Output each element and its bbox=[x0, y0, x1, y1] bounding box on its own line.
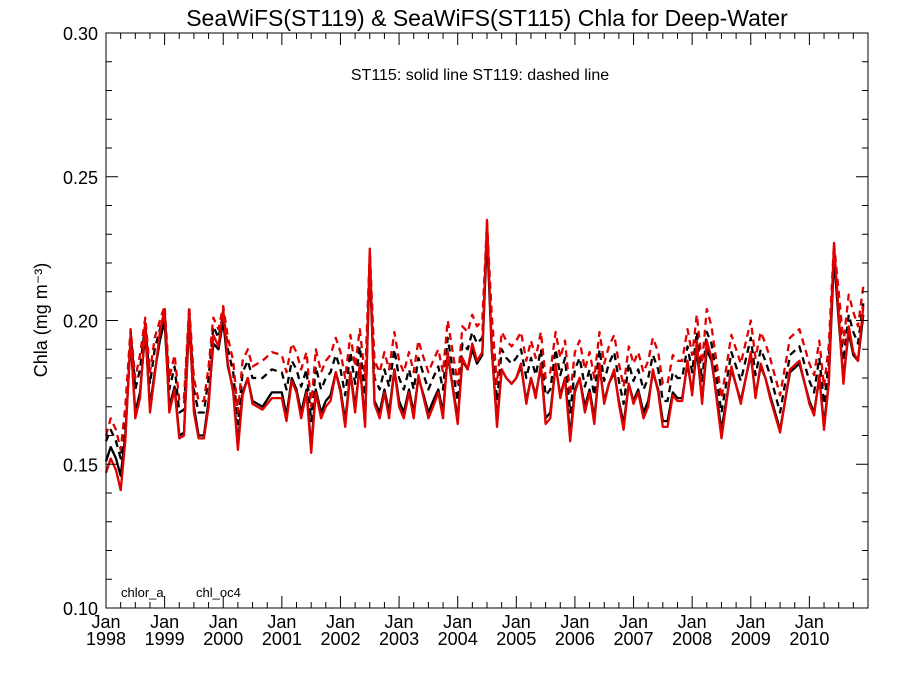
x-tick-label-month: Jan bbox=[619, 612, 648, 632]
y-axis-label: Chla (mg m⁻³) bbox=[31, 263, 51, 378]
x-tick-label-month: Jan bbox=[150, 612, 179, 632]
x-tick-label-month: Jan bbox=[443, 612, 472, 632]
x-tick-label-year: 2004 bbox=[438, 629, 478, 649]
x-tick-label-month: Jan bbox=[326, 612, 355, 632]
x-tick-label-year: 2000 bbox=[203, 629, 243, 649]
y-tick-label: 0.20 bbox=[63, 312, 98, 332]
x-tick-label-year: 2003 bbox=[379, 629, 419, 649]
x-tick-label-month: Jan bbox=[678, 612, 707, 632]
y-tick-label: 0.10 bbox=[63, 599, 98, 619]
x-tick-label-year: 1998 bbox=[86, 629, 126, 649]
series-line-chl-oc4-solid bbox=[104, 218, 865, 492]
legend-entry-chlor-a: chlor_a bbox=[121, 585, 164, 600]
legend-entry-chl-oc4: chl_oc4 bbox=[196, 585, 241, 600]
x-tick-label-year: 2006 bbox=[555, 629, 595, 649]
x-tick-label-month: Jan bbox=[560, 612, 589, 632]
x-tick-label-year: 2005 bbox=[496, 629, 536, 649]
y-tick-label: 0.15 bbox=[63, 455, 98, 475]
x-tick-label-month: Jan bbox=[502, 612, 531, 632]
axes-layer: 0.100.150.200.250.30Jan1998Jan1999Jan200… bbox=[63, 24, 869, 649]
x-tick-label-month: Jan bbox=[795, 612, 824, 632]
y-tick-label: 0.25 bbox=[63, 168, 98, 188]
series-line-chl-oc4-dashed bbox=[104, 221, 865, 452]
x-tick-label-year: 2008 bbox=[672, 629, 712, 649]
y-tick-label: 0.30 bbox=[63, 24, 98, 44]
x-tick-label-year: 2001 bbox=[262, 629, 302, 649]
series-layer bbox=[104, 218, 865, 492]
x-tick-label-year: 2007 bbox=[614, 629, 654, 649]
x-tick-label-month: Jan bbox=[267, 612, 296, 632]
plot-frame bbox=[105, 32, 869, 609]
chart-title: SeaWiFS(ST119) & SeaWiFS(ST115) Chla for… bbox=[186, 5, 788, 31]
x-tick-label-year: 2002 bbox=[320, 629, 360, 649]
series-line-chlor-a-dashed bbox=[104, 227, 865, 460]
x-tick-label-month: Jan bbox=[736, 612, 765, 632]
x-tick-label-year: 1999 bbox=[145, 629, 185, 649]
x-tick-label-year: 2009 bbox=[731, 629, 771, 649]
x-tick-label-year: 2010 bbox=[789, 629, 829, 649]
x-tick-label-month: Jan bbox=[209, 612, 238, 632]
x-tick-label-month: Jan bbox=[385, 612, 414, 632]
legend: chlor_a chl_oc4 bbox=[121, 585, 241, 600]
chart-annotation: ST115: solid line ST119: dashed line bbox=[351, 67, 609, 84]
x-tick-label-month: Jan bbox=[91, 612, 120, 632]
